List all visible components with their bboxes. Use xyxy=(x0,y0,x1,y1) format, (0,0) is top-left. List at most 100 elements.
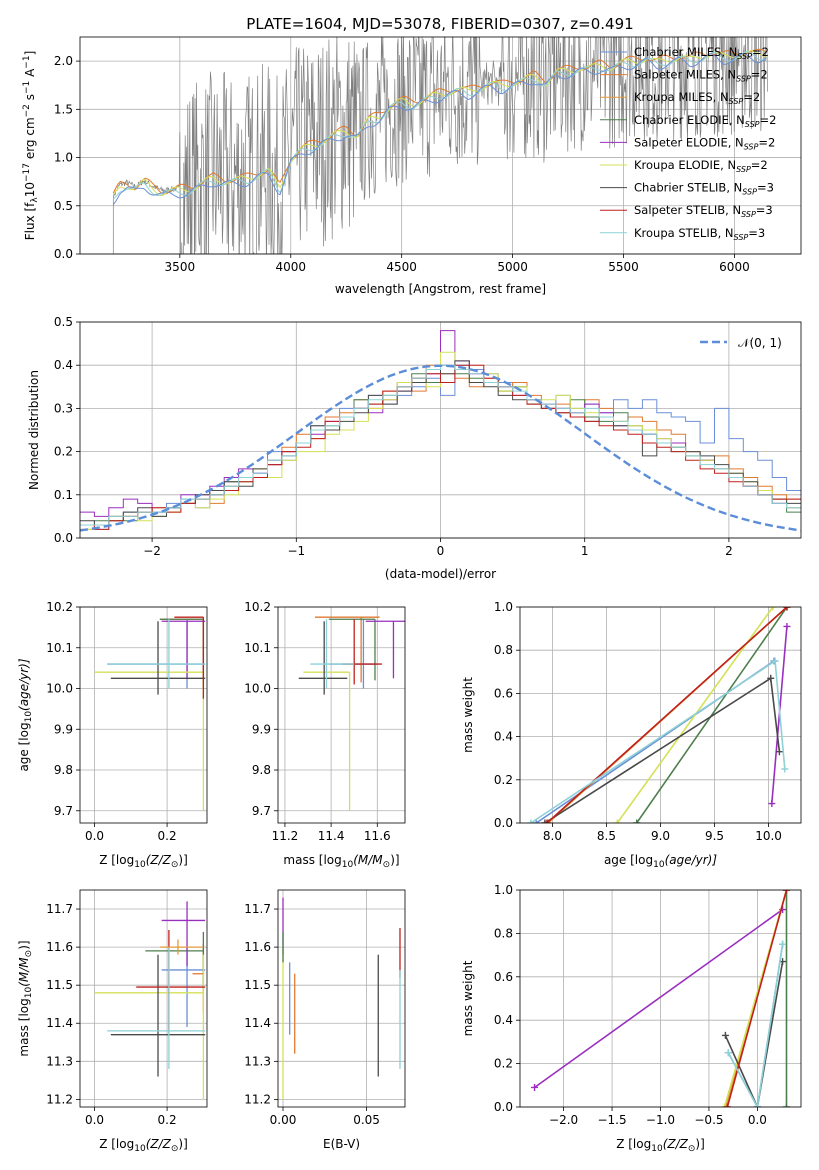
axes-frame xyxy=(79,606,208,824)
x-tick-label: 5000 xyxy=(497,260,528,274)
y-tick-label: 0.0 xyxy=(54,247,73,261)
plot-area xyxy=(282,897,401,1100)
errorbar-point xyxy=(314,616,380,683)
weight-marker xyxy=(753,1103,761,1107)
errorbar-point xyxy=(107,619,206,689)
x-axis-label: age [log10(age/yr)] xyxy=(604,853,717,870)
x-tick-label: 0.2 xyxy=(158,1113,177,1127)
errorbar-point xyxy=(298,621,348,695)
y-tick-label: 11.4 xyxy=(244,1016,271,1030)
plot-area xyxy=(94,616,206,811)
x-tick-label: −0.5 xyxy=(694,1113,723,1127)
y-tick-label: 10.2 xyxy=(244,600,271,614)
y-tick-label: 2.0 xyxy=(54,54,73,68)
weight-series xyxy=(727,944,784,1107)
y-tick-label: 0.8 xyxy=(494,926,513,940)
weight-marker xyxy=(775,748,783,756)
weight-marker xyxy=(722,1103,730,1107)
y-axis-label: age [log10(age/yr)] xyxy=(17,658,34,771)
errorbar-point xyxy=(159,939,204,955)
errorbar-point xyxy=(110,954,206,1077)
y-tick-label: 10.0 xyxy=(46,682,73,696)
y-axis-label: mass [log10(M/M⊙)] xyxy=(17,940,34,1056)
axes-frame xyxy=(79,321,802,539)
y-tick-label: 0.0 xyxy=(494,816,513,830)
y-tick-label: 0.8 xyxy=(494,643,513,657)
errorbar-point xyxy=(110,621,206,695)
x-tick-label: 3500 xyxy=(165,260,196,274)
weight-marker xyxy=(724,1049,732,1057)
y-tick-label: 11.3 xyxy=(244,1054,271,1068)
weight-marker xyxy=(767,674,775,682)
y-tick-label: 11.5 xyxy=(244,978,271,992)
weight-marker xyxy=(782,1103,790,1107)
plot-area xyxy=(298,616,405,811)
y-tick-label: 10.1 xyxy=(46,641,73,655)
y-tick-label: 0.6 xyxy=(494,686,513,700)
x-axis-label: E(B-V) xyxy=(323,1137,360,1151)
errorbar-point xyxy=(107,947,206,1069)
x-tick-label: 9.5 xyxy=(705,829,724,843)
grid xyxy=(80,890,207,1107)
grid xyxy=(278,890,405,1107)
axes-frame xyxy=(519,889,802,1108)
axes-frame xyxy=(79,889,208,1108)
legend-entry: Salpeter MILES, NSSP=2 xyxy=(634,68,768,84)
mass-vs-metallicity-panel: 0.0 0.2 11.2 11.3 11.4 11.5 11.6 11.7 Z [log10(Z… xyxy=(17,889,208,1154)
x-tick-label: 8.5 xyxy=(597,829,616,843)
figure-title: PLATE=1604, MJD=53078, FIBERID=0307, z=0… xyxy=(246,15,633,33)
errorbar-point xyxy=(310,619,355,689)
y-tick-label: 9.8 xyxy=(252,763,271,777)
axes-frame xyxy=(277,606,406,824)
y-axis-label: Flux [fλ10−17 erg cm−2 s−1 A−1] xyxy=(22,51,40,241)
weight-series xyxy=(546,607,788,823)
legend-entry: Salpeter STELIB, NSSP=3 xyxy=(634,203,773,219)
y-tick-label: 0.5 xyxy=(54,199,73,213)
y-tick-label: 11.2 xyxy=(244,1092,271,1106)
weight-series xyxy=(544,676,781,823)
y-tick-label: 9.9 xyxy=(252,722,271,736)
y-tick-label: 11.6 xyxy=(46,940,73,954)
x-tick-label: 11.6 xyxy=(364,829,391,843)
weight-series xyxy=(636,607,788,823)
y-tick-label: 11.7 xyxy=(46,902,73,916)
weight-series xyxy=(726,890,788,1107)
x-tick-label: −1.0 xyxy=(646,1113,675,1127)
errorbar-point xyxy=(328,618,376,681)
plot-area xyxy=(94,901,206,1100)
weight-marker xyxy=(720,1103,728,1107)
weight-marker xyxy=(633,819,641,823)
x-tick-label: 0.0 xyxy=(85,1113,104,1127)
grid xyxy=(520,606,801,824)
errorbar-point xyxy=(136,929,206,1033)
chart-layer: 3500 4000 4500 5000 5500 6000 0.0 0.5 1.0 1.5 2.0 w… xyxy=(17,36,802,1154)
weight-series xyxy=(727,944,784,1107)
y-tick-label: 0.0 xyxy=(494,1100,513,1114)
errorbar-point xyxy=(365,620,405,679)
y-tick-label: 0.2 xyxy=(54,445,73,459)
weight-marker xyxy=(783,622,791,630)
axes-frame xyxy=(519,606,802,824)
x-axis-label: wavelength [Angstrom, rest frame] xyxy=(335,282,546,296)
y-tick-label: 10.2 xyxy=(46,600,73,614)
y-tick-label: 10.1 xyxy=(244,641,271,655)
y-tick-label: 0.4 xyxy=(54,358,73,372)
legend-entry: Salpeter ELODIE, NSSP=2 xyxy=(634,135,775,151)
errorbar-point xyxy=(94,671,205,811)
legend-entry: Chabrier ELODIE, NSSP=2 xyxy=(634,113,776,129)
weight-marker xyxy=(781,765,789,773)
weight-marker xyxy=(783,607,791,611)
y-tick-label: 9.9 xyxy=(54,722,73,736)
weight-marker xyxy=(779,940,787,948)
x-tick-label: 6000 xyxy=(719,260,750,274)
mass-weight-vs-metallicity-panel: −2.0 −1.5 −1.0 −0.5 0.0 0.0 0.2 0.4 0.6 0.8 1.0 mas… xyxy=(461,883,802,1154)
y-tick-label: 1.0 xyxy=(494,883,513,897)
grid xyxy=(278,606,405,823)
grid xyxy=(80,606,207,823)
x-tick-label: 10.0 xyxy=(755,829,782,843)
x-tick-label: 2 xyxy=(725,544,733,558)
y-tick-label: 0.2 xyxy=(494,1057,513,1071)
x-tick-label: 0.0 xyxy=(748,1113,767,1127)
errorbar-point xyxy=(192,943,205,1012)
y-tick-label: 0.5 xyxy=(54,315,73,329)
